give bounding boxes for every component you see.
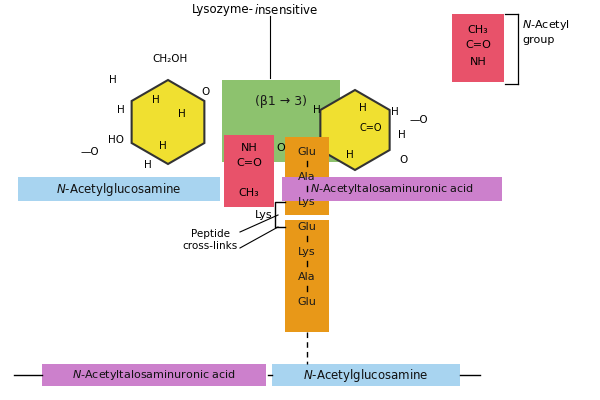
FancyBboxPatch shape	[285, 220, 329, 332]
Text: CH₃: CH₃	[467, 25, 488, 35]
Text: C=O: C=O	[360, 123, 382, 133]
Text: H: H	[159, 141, 167, 151]
Text: $\mathit{N}$-Acetyltalosaminuronic acid: $\mathit{N}$-Acetyltalosaminuronic acid	[310, 182, 474, 196]
Text: H: H	[346, 150, 354, 160]
Text: H: H	[117, 105, 125, 115]
Text: NH: NH	[470, 57, 487, 67]
Text: H: H	[144, 160, 152, 170]
FancyBboxPatch shape	[224, 135, 274, 207]
Text: O: O	[277, 143, 286, 153]
Text: —O: —O	[80, 147, 100, 157]
Text: Glu: Glu	[298, 222, 316, 232]
Text: Lysozyme-: Lysozyme-	[192, 4, 254, 16]
FancyBboxPatch shape	[282, 177, 502, 201]
Text: H: H	[152, 95, 160, 105]
Polygon shape	[320, 90, 389, 170]
Text: H: H	[359, 103, 367, 113]
Text: H: H	[391, 107, 399, 117]
Text: O: O	[399, 155, 407, 165]
Text: HO: HO	[108, 135, 124, 145]
Text: Peptide
cross-links: Peptide cross-links	[182, 229, 238, 251]
FancyBboxPatch shape	[42, 364, 266, 386]
Text: Ala: Ala	[298, 272, 316, 282]
Text: CH₃: CH₃	[239, 188, 259, 198]
Text: $\mathit{N}$-Acetylglucosamine: $\mathit{N}$-Acetylglucosamine	[303, 366, 429, 384]
Text: Ala: Ala	[298, 172, 316, 182]
Text: Lys: Lys	[298, 197, 316, 207]
Text: $\mathit{i}$nsensitive: $\mathit{i}$nsensitive	[254, 3, 319, 17]
Text: Lys: Lys	[254, 210, 272, 220]
Text: C=O: C=O	[465, 40, 491, 50]
FancyBboxPatch shape	[18, 177, 220, 201]
Text: Glu: Glu	[298, 147, 316, 157]
FancyBboxPatch shape	[222, 80, 340, 162]
Text: $\mathit{N}$-Acetylglucosamine: $\mathit{N}$-Acetylglucosamine	[56, 180, 182, 198]
Text: $\mathit{N}$-Acetyl: $\mathit{N}$-Acetyl	[522, 18, 570, 32]
FancyBboxPatch shape	[285, 137, 329, 215]
Text: H: H	[313, 105, 321, 115]
Text: NH: NH	[241, 143, 257, 153]
Text: $\mathit{N}$-Acetyltalosaminuronic acid: $\mathit{N}$-Acetyltalosaminuronic acid	[72, 368, 236, 382]
Text: group: group	[522, 35, 554, 45]
FancyBboxPatch shape	[452, 14, 504, 82]
Text: H: H	[398, 130, 406, 140]
Text: O: O	[202, 87, 210, 97]
Text: Glu: Glu	[298, 297, 316, 307]
Text: H: H	[109, 75, 117, 85]
Text: H: H	[178, 109, 186, 119]
Text: Lys: Lys	[298, 247, 316, 257]
Text: CH₂OH: CH₂OH	[152, 54, 188, 64]
Text: C=O: C=O	[236, 158, 262, 168]
Polygon shape	[131, 80, 205, 164]
Text: (β1 → 3): (β1 → 3)	[255, 96, 307, 108]
FancyBboxPatch shape	[272, 364, 460, 386]
Text: —O: —O	[410, 115, 428, 125]
